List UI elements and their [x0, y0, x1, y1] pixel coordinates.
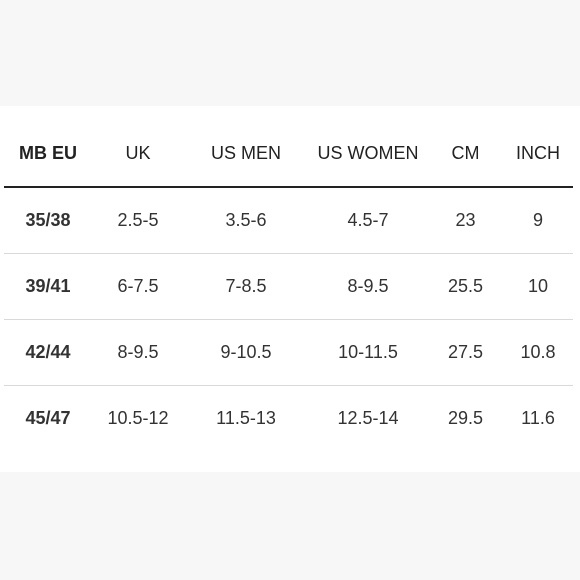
cell-mb-eu: 45/47 [25, 408, 71, 428]
header-inch: INCH [516, 142, 560, 163]
cell-uk: 6-7.5 [117, 276, 159, 296]
header-us-men: US MEN [210, 142, 281, 163]
cell-uk: 2.5-5 [117, 210, 159, 230]
cell-us-men: 11.5-13 [216, 408, 276, 428]
cell-mb-eu: 35/38 [25, 210, 71, 230]
table-row: 35/38 2.5-5 3.5-6 4.5-7 23 9 [4, 188, 573, 254]
header-us-women: US WOMEN [317, 142, 419, 163]
cell-us-men: 3.5-6 [225, 210, 267, 230]
cell-us-women: 12.5-14 [337, 408, 399, 428]
cell-inch: 10.8 [520, 342, 556, 362]
cell-inch: 9 [532, 210, 543, 230]
header-uk: UK [125, 142, 151, 163]
cell-inch: 11.6 [521, 408, 555, 428]
cell-inch: 10 [527, 276, 549, 296]
cell-cm: 25.5 [447, 276, 484, 296]
cell-us-women: 8-9.5 [347, 276, 389, 296]
cell-us-men: 7-8.5 [225, 276, 267, 296]
cell-cm: 27.5 [447, 342, 484, 362]
cell-uk: 8-9.5 [117, 342, 159, 362]
cell-mb-eu: 42/44 [25, 342, 71, 362]
cell-cm: 23 [455, 210, 476, 230]
table-row: 42/44 8-9.5 9-10.5 10-11.5 27.5 10.8 [4, 320, 573, 386]
table-row: 39/41 6-7.5 7-8.5 8-9.5 25.5 10 [4, 254, 573, 320]
size-chart-table: MB EU UK US MEN US WOMEN CM INCH 35/38 2… [4, 106, 573, 451]
header-cm: CM [451, 142, 480, 163]
cell-uk: 10.5-12 [107, 408, 169, 428]
size-chart-card: MB EU UK US MEN US WOMEN CM INCH 35/38 2… [0, 106, 580, 472]
cell-us-men: 9-10.5 [220, 342, 272, 362]
header-mb-eu: MB EU [19, 142, 77, 163]
table-row: 45/47 10.5-12 11.5-13 12.5-14 29.5 11.6 [4, 386, 573, 451]
table-header-row: MB EU UK US MEN US WOMEN CM INCH [4, 106, 573, 188]
cell-us-women: 10-11.5 [338, 342, 398, 362]
cell-cm: 29.5 [447, 408, 484, 428]
cell-mb-eu: 39/41 [25, 276, 71, 296]
cell-us-women: 4.5-7 [347, 210, 389, 230]
